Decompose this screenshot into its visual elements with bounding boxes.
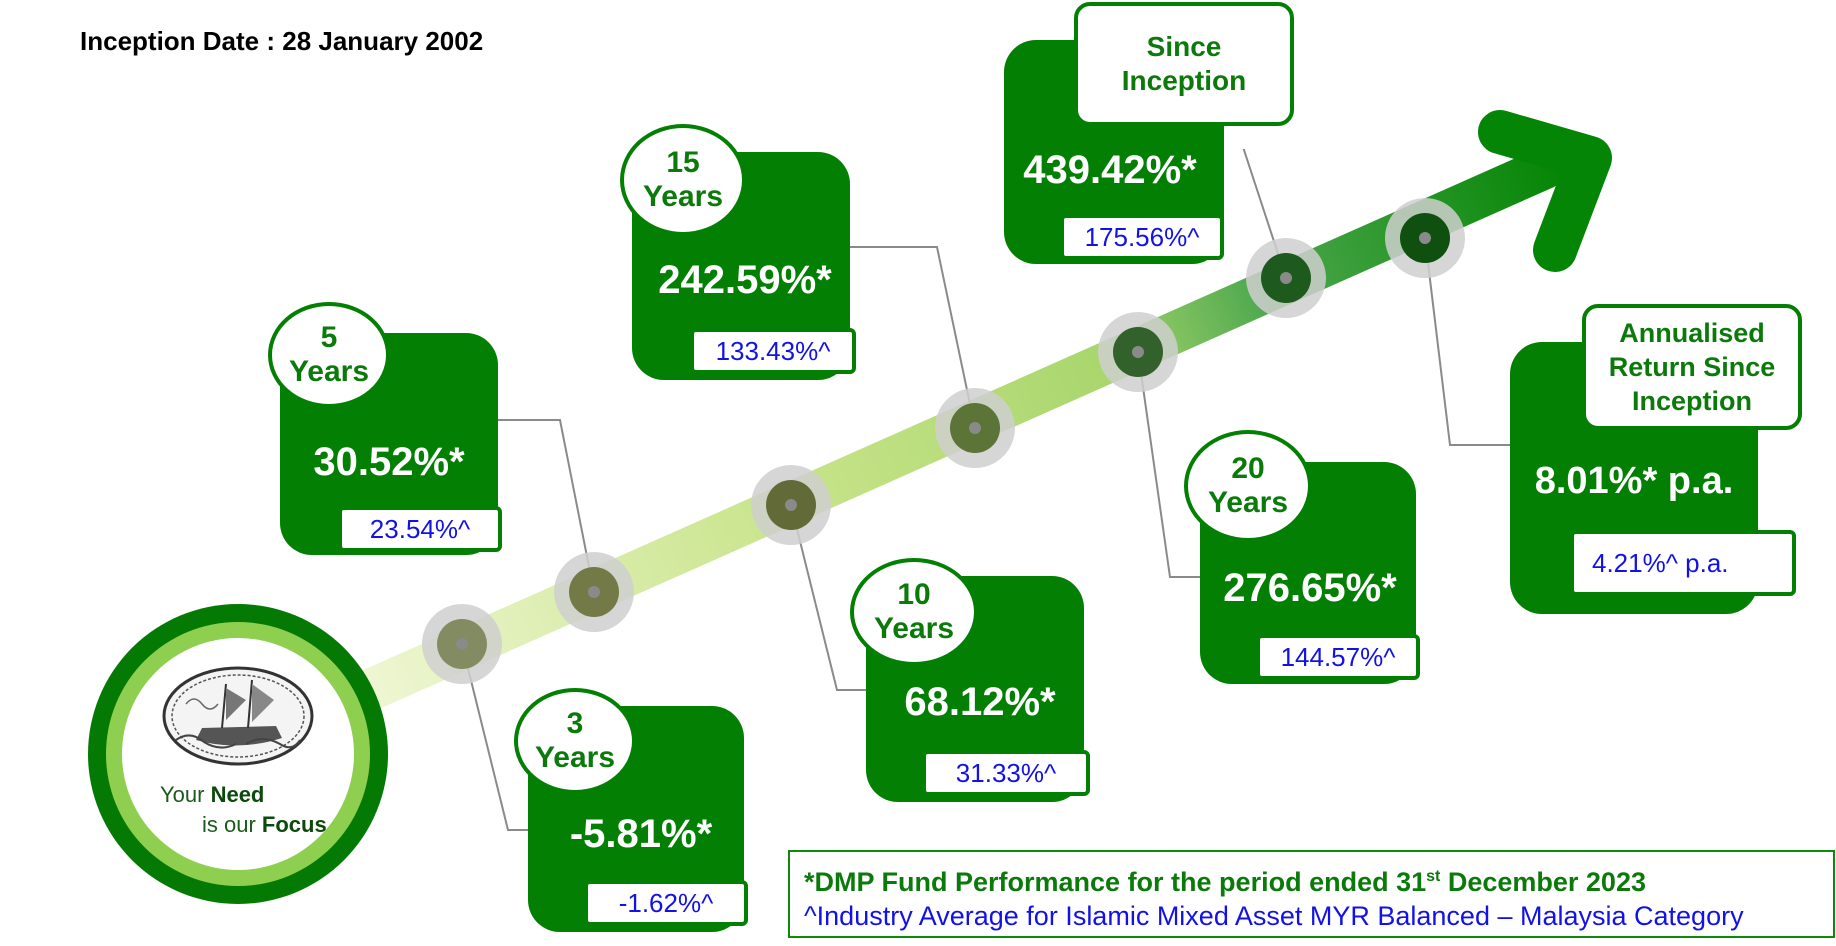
fund-return-since-inception: 439.42%* — [1023, 148, 1197, 192]
fund-return-20-years: 276.65%* — [1223, 566, 1397, 610]
period-label-20-years-unit: Years — [1207, 486, 1289, 519]
slogan-line-1-text: Your — [160, 782, 211, 807]
annualised-label-line-2: Return Since — [1608, 352, 1776, 382]
slogan-line-2-bold: Focus — [261, 812, 327, 837]
period-label-inception: Inception — [1121, 65, 1247, 96]
footnote-fund-tail: December 2023 — [1440, 867, 1646, 897]
company-logo — [88, 604, 388, 904]
industry-avg-10-years: 31.33%^ — [922, 750, 1090, 796]
period-label-3-years-unit: Years — [534, 741, 616, 774]
footnote-fund-sup: st — [1426, 868, 1441, 885]
slogan-line-1-bold: Need — [210, 782, 265, 807]
industry-avg-20-years: 144.57%^ — [1256, 634, 1420, 680]
slogan-line-2: is our Focus — [160, 810, 327, 840]
industry-avg-3-years: -1.62%^ — [584, 880, 748, 926]
annualised-label-line-3: Inception — [1632, 386, 1752, 416]
period-badge-10-years: 10 Years — [850, 558, 978, 666]
annualised-label-line-1: Annualised — [1619, 318, 1765, 348]
period-label-10-years-unit: Years — [873, 612, 955, 645]
industry-avg-since-inception: 175.56%^ — [1060, 214, 1224, 260]
period-badge-20-years: 20 Years — [1184, 430, 1312, 542]
milestone-dots — [422, 198, 1465, 684]
period-label-15-years-number: 15 — [666, 146, 700, 179]
period-badge-3-years: 3 Years — [514, 688, 636, 794]
fund-return-15-years: 242.59%* — [658, 258, 832, 302]
annualised-badge: Annualised Return Since Inception — [1582, 304, 1802, 430]
fund-return-10-years: 68.12%* — [904, 680, 1056, 724]
ship-emblem — [162, 666, 314, 766]
industry-avg-15-years: 133.43%^ — [690, 328, 856, 374]
annualised-industry-avg: 4.21%^ p.a. — [1570, 530, 1796, 596]
period-label-10-years-number: 10 — [897, 578, 931, 611]
fund-return-5-years: 30.52%* — [313, 440, 465, 484]
period-label-15-years-unit: Years — [642, 180, 724, 213]
logo-slogan: Your Need is our Focus — [160, 780, 327, 840]
annualised-fund-return: 8.01%* p.a. — [1534, 460, 1734, 502]
slogan-line-1: Your Need — [160, 780, 327, 810]
period-label-5-years-number: 5 — [320, 321, 338, 354]
connector-lines — [461, 149, 1510, 831]
industry-avg-5-years: 23.54%^ — [338, 506, 502, 552]
footnotes-box: *DMP Fund Performance for the period end… — [788, 850, 1835, 938]
period-label-since: Since — [1146, 31, 1222, 62]
period-label-5-years-unit: Years — [288, 355, 370, 388]
footnote-industry-average: ^Industry Average for Islamic Mixed Asse… — [804, 901, 1744, 931]
growth-arrow-head — [1478, 110, 1612, 272]
inception-date-label: Inception Date : 28 January 2002 — [80, 26, 484, 56]
period-badge-5-years: 5 Years — [268, 302, 390, 408]
slogan-line-2-text: is our — [202, 812, 262, 837]
period-label-3-years-number: 3 — [566, 707, 584, 740]
period-label-20-years-number: 20 — [1231, 452, 1265, 485]
footnote-fund-text: *DMP Fund Performance for the period end… — [804, 867, 1427, 897]
fund-return-3-years: -5.81%* — [569, 812, 713, 856]
period-badge-since-inception: Since Inception — [1074, 2, 1294, 126]
period-badge-15-years: 15 Years — [620, 124, 746, 236]
footnote-fund-performance: *DMP Fund Performance for the period end… — [804, 860, 1819, 899]
